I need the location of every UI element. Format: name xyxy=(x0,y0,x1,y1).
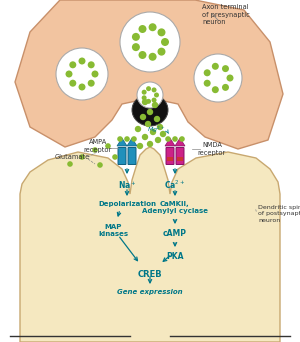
Circle shape xyxy=(97,162,103,168)
Circle shape xyxy=(212,63,219,70)
Text: Mg$^{2+}$: Mg$^{2+}$ xyxy=(147,125,165,135)
Ellipse shape xyxy=(132,94,168,126)
Circle shape xyxy=(79,154,85,160)
Circle shape xyxy=(131,136,137,142)
Circle shape xyxy=(146,86,151,91)
Polygon shape xyxy=(117,138,127,146)
Circle shape xyxy=(222,65,229,72)
Circle shape xyxy=(142,99,148,105)
Polygon shape xyxy=(175,138,185,146)
Circle shape xyxy=(158,28,166,36)
Circle shape xyxy=(65,70,73,78)
Text: Na$^+$: Na$^+$ xyxy=(118,179,136,191)
Circle shape xyxy=(142,134,148,140)
Polygon shape xyxy=(20,147,280,342)
Text: PKA: PKA xyxy=(166,252,184,261)
Circle shape xyxy=(105,143,111,149)
Text: Gene expression: Gene expression xyxy=(117,289,183,295)
Circle shape xyxy=(67,161,73,167)
Circle shape xyxy=(165,136,171,142)
Polygon shape xyxy=(15,0,283,149)
Circle shape xyxy=(92,147,98,153)
Circle shape xyxy=(160,131,166,137)
Circle shape xyxy=(152,88,157,92)
Text: CaMKII,
Adenylyl cyclase: CaMKII, Adenylyl cyclase xyxy=(142,201,208,214)
Circle shape xyxy=(117,136,123,142)
Circle shape xyxy=(120,12,180,72)
Text: Dendritic spine
of postsynaptic
neuron: Dendritic spine of postsynaptic neuron xyxy=(258,205,300,223)
Circle shape xyxy=(212,86,219,93)
Circle shape xyxy=(79,83,86,91)
Text: Glutamate: Glutamate xyxy=(54,154,90,160)
FancyBboxPatch shape xyxy=(118,147,126,165)
Text: CREB: CREB xyxy=(138,270,162,279)
Circle shape xyxy=(152,102,158,108)
Text: Depolarization: Depolarization xyxy=(98,201,156,207)
Circle shape xyxy=(139,25,146,33)
Text: MAP
kinases: MAP kinases xyxy=(98,224,128,237)
Circle shape xyxy=(204,80,211,87)
Circle shape xyxy=(142,90,147,95)
Circle shape xyxy=(194,54,242,102)
Circle shape xyxy=(79,57,86,65)
Text: NMDA
receptor: NMDA receptor xyxy=(198,142,226,156)
Circle shape xyxy=(135,126,141,132)
Circle shape xyxy=(132,33,140,41)
FancyBboxPatch shape xyxy=(176,147,184,165)
Circle shape xyxy=(88,61,95,68)
Circle shape xyxy=(155,137,161,143)
Circle shape xyxy=(172,136,178,142)
Circle shape xyxy=(137,82,163,108)
Circle shape xyxy=(137,143,143,149)
Text: cAMP: cAMP xyxy=(163,229,187,238)
FancyBboxPatch shape xyxy=(167,157,173,161)
Circle shape xyxy=(148,23,157,31)
Circle shape xyxy=(147,141,153,147)
FancyBboxPatch shape xyxy=(166,147,174,165)
Circle shape xyxy=(146,99,151,104)
Text: Axon terminal
of presynaptic
neuron: Axon terminal of presynaptic neuron xyxy=(202,4,250,25)
Circle shape xyxy=(152,97,157,103)
Circle shape xyxy=(158,48,166,56)
Circle shape xyxy=(139,51,146,59)
Circle shape xyxy=(124,136,130,142)
Circle shape xyxy=(148,53,157,61)
FancyBboxPatch shape xyxy=(177,157,183,161)
Text: Ca$^{2+}$: Ca$^{2+}$ xyxy=(164,179,186,192)
Circle shape xyxy=(157,124,163,130)
Circle shape xyxy=(56,48,108,100)
Circle shape xyxy=(69,61,76,68)
Text: AMPA
receptor: AMPA receptor xyxy=(84,139,112,153)
Circle shape xyxy=(92,70,98,78)
Circle shape xyxy=(112,154,118,160)
Circle shape xyxy=(145,121,151,127)
Circle shape xyxy=(147,109,153,115)
Circle shape xyxy=(88,80,95,87)
Circle shape xyxy=(222,84,229,91)
Circle shape xyxy=(150,129,156,135)
Circle shape xyxy=(161,38,169,46)
Circle shape xyxy=(142,95,147,100)
Circle shape xyxy=(132,43,140,51)
Circle shape xyxy=(204,69,211,76)
Polygon shape xyxy=(165,138,175,146)
Circle shape xyxy=(179,136,185,142)
FancyBboxPatch shape xyxy=(128,147,136,165)
Circle shape xyxy=(226,75,233,81)
Polygon shape xyxy=(127,138,137,146)
Circle shape xyxy=(154,116,160,122)
Circle shape xyxy=(69,80,76,87)
Circle shape xyxy=(140,114,146,120)
Circle shape xyxy=(154,92,159,97)
